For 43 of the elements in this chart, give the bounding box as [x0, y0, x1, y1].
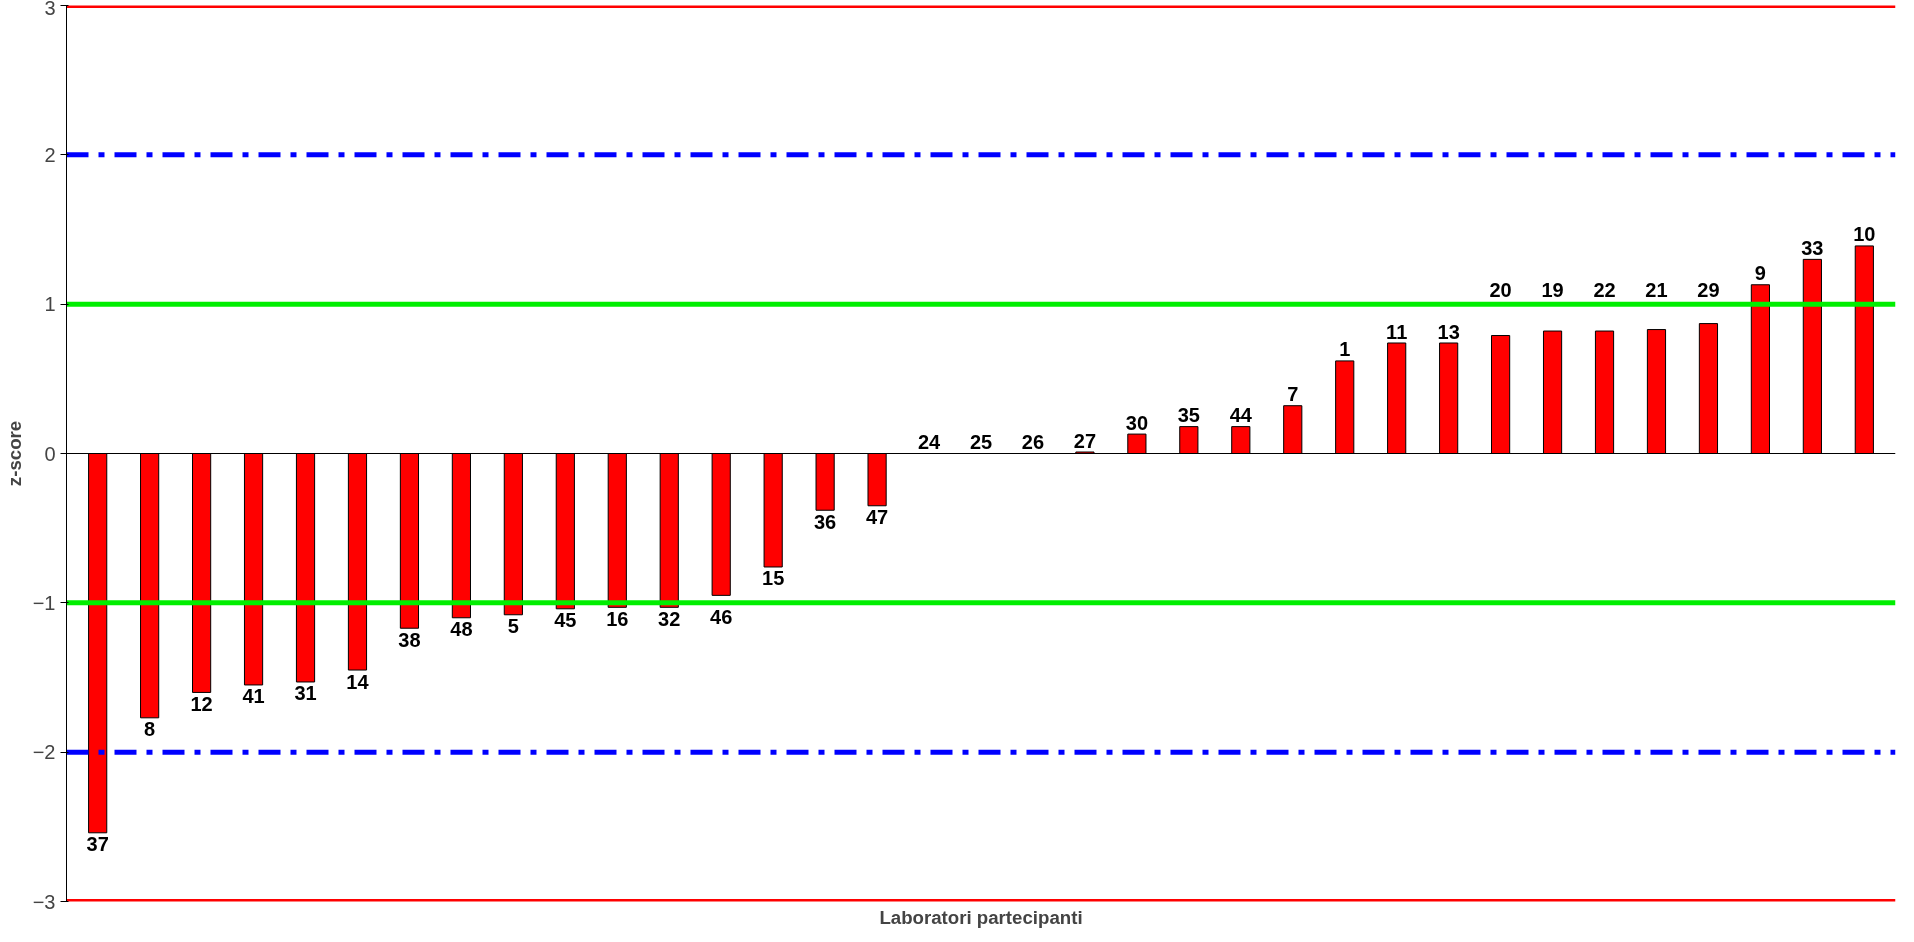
- x-tick-label: 26: [1021, 431, 1045, 454]
- x-tick-label: 46: [710, 605, 733, 628]
- y-tick-label: −3: [32, 890, 56, 913]
- x-tick-label: 7: [1287, 383, 1299, 406]
- y-tick-label: 0: [44, 442, 56, 465]
- x-tick-label: 14: [346, 670, 370, 693]
- x-tick-label: 8: [144, 718, 156, 741]
- x-tick-label: 41: [242, 685, 265, 708]
- x-tick-label: 16: [606, 607, 629, 630]
- y-tick-label: 1: [44, 293, 56, 316]
- x-tick-label: 11: [1386, 320, 1408, 343]
- x-tick-label: 38: [398, 628, 421, 651]
- y-tick-label: −2: [32, 741, 56, 764]
- x-tick-label: 24: [917, 431, 942, 454]
- x-tick-label: 45: [554, 609, 577, 632]
- y-tick-label: 3: [44, 0, 56, 19]
- y-axis-title: z-score: [3, 420, 25, 487]
- x-tick-label: 36: [814, 510, 837, 533]
- x-tick-label: 27: [1073, 429, 1097, 452]
- x-tick-label: 35: [1177, 404, 1200, 427]
- x-tick-label: 20: [1489, 279, 1512, 302]
- x-tick-label: 12: [190, 692, 213, 715]
- x-tick-label: 5: [507, 615, 519, 638]
- x-tick-label: 30: [1125, 411, 1149, 434]
- x-tick-label: 19: [1541, 279, 1564, 302]
- x-tick-label: 15: [762, 567, 785, 590]
- x-tick-label: 37: [86, 833, 109, 856]
- x-tick-label: 48: [450, 618, 473, 641]
- x-tick-label: 33: [1801, 236, 1824, 259]
- x-tick-label: 10: [1853, 223, 1876, 246]
- x-tick-label: 21: [1645, 279, 1668, 302]
- x-tick-label: 31: [294, 682, 317, 705]
- x-tick-label: 47: [865, 506, 889, 529]
- x-tick-label: 9: [1754, 262, 1766, 285]
- y-tick-label: 2: [44, 143, 56, 166]
- x-tick-label: 32: [658, 607, 681, 630]
- x-tick-label: 22: [1593, 279, 1616, 302]
- y-tick-label: −1: [32, 591, 56, 614]
- x-axis-title: Laboratori partecipanti: [879, 906, 1083, 928]
- x-tick-label: 13: [1437, 320, 1460, 343]
- x-tick-label: 25: [969, 431, 993, 454]
- x-tick-label: 44: [1229, 404, 1253, 427]
- x-tick-label: 29: [1697, 279, 1720, 302]
